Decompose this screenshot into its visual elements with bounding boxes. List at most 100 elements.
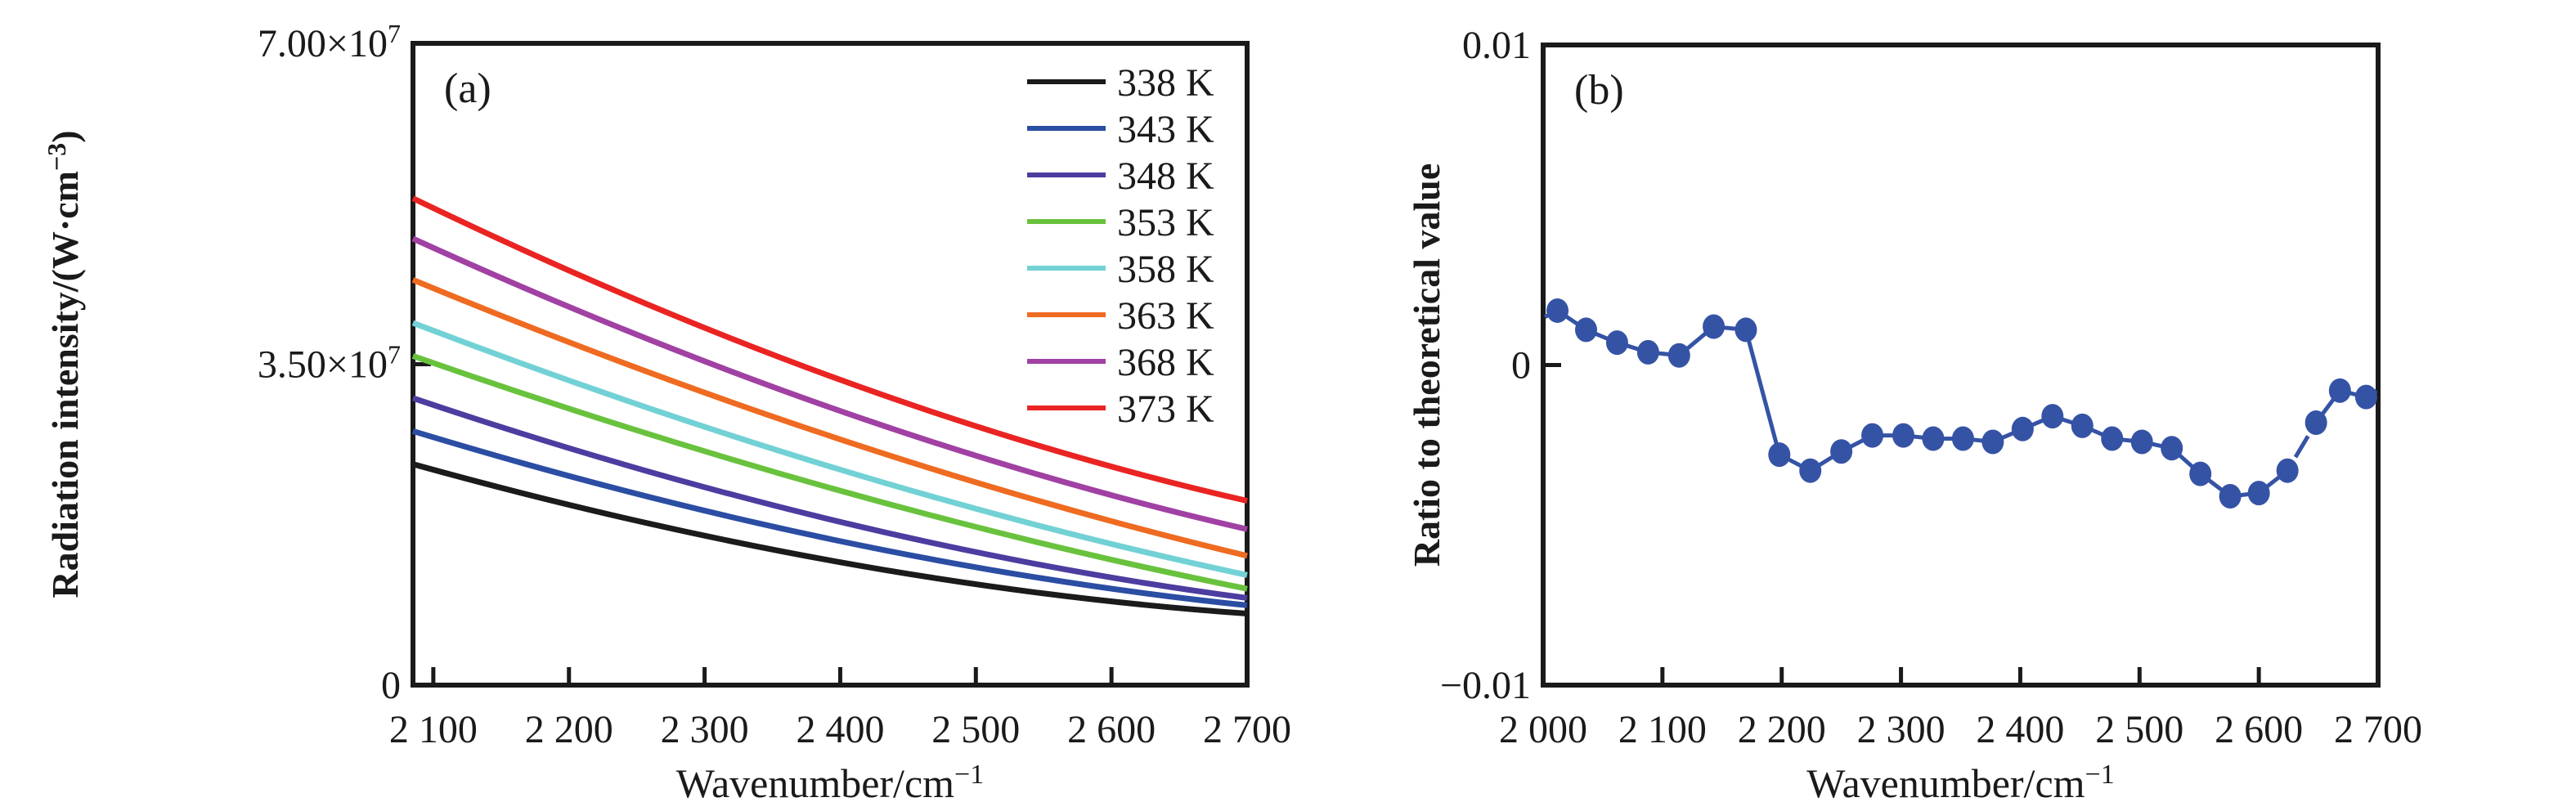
x-tick-label-a: 2 500 — [931, 708, 1020, 751]
x-tick-label-b: 2 400 — [1976, 708, 2064, 751]
y-tick-label-b: 0 — [1511, 344, 1531, 388]
y-tick-label-b: −0.01 — [1440, 664, 1531, 707]
y-axis-title-b: Ratio to theoretical value — [1406, 164, 1447, 567]
x-tick-label-a: 2 100 — [389, 708, 478, 751]
legend-label: 373 K — [1117, 388, 1214, 431]
y-tick-label-a: 7.00×107 — [258, 19, 401, 65]
data-point — [2247, 481, 2270, 506]
connector-dash — [2091, 428, 2103, 437]
connector-dash — [2178, 454, 2194, 468]
data-point — [2071, 413, 2094, 438]
curve-368K — [411, 235, 1248, 532]
data-point — [2101, 426, 2124, 451]
connector-dash — [2152, 441, 2162, 449]
legend-label: 348 K — [1117, 155, 1214, 198]
data-point — [2130, 429, 2153, 455]
x-tick-label-b: 2 700 — [2334, 708, 2422, 751]
connector-dash — [2062, 417, 2073, 425]
y-tick-label-b: 0.01 — [1462, 24, 1531, 67]
connector-dash — [1658, 351, 1669, 356]
legend-item-358K: 358 K — [1027, 248, 1214, 291]
y-tick-label-a: 3.50×107 — [258, 340, 401, 387]
curve-358K — [411, 320, 1248, 578]
connector-dash — [2320, 397, 2336, 416]
panel-label-b: (b) — [1574, 67, 1624, 114]
x-tick-label-b: 2 300 — [1857, 708, 1945, 751]
connector-dash — [1788, 457, 1802, 468]
y-axis-title-a: Radiation intensity/(W·cm−3) — [42, 130, 86, 598]
connector-dash — [2207, 478, 2224, 492]
connector-dash — [1972, 437, 1983, 443]
data-point — [1703, 314, 1726, 339]
data-point — [1768, 442, 1791, 468]
legend-item-368K: 368 K — [1027, 341, 1214, 384]
legend-item-343K: 343 K — [1027, 108, 1214, 151]
legend-label: 363 K — [1117, 294, 1214, 338]
data-point — [1830, 439, 1853, 464]
data-point — [2354, 384, 2377, 410]
connector-dash — [2239, 491, 2250, 498]
legend-label: 353 K — [1117, 201, 1214, 244]
x-tick-label-a: 2 600 — [1067, 708, 1156, 751]
curve-373K — [411, 195, 1248, 504]
data-point — [2304, 410, 2327, 435]
x-tick-label-b: 2 500 — [2095, 708, 2183, 751]
curve-343K — [411, 428, 1248, 608]
legend-label: 343 K — [1117, 108, 1214, 151]
panel-b-chart: 2 000 2 100 2 200 2 300 2 400 2 500 2 600 2 700… — [1406, 24, 2422, 806]
x-tick-label-a: 2 300 — [661, 708, 749, 751]
data-point — [2276, 458, 2299, 483]
connector-dash — [2031, 418, 2044, 427]
legend-item-353K: 353 K — [1027, 201, 1214, 244]
connector-dash — [1850, 438, 1865, 449]
data-point — [1922, 426, 1945, 451]
connector-dash — [1627, 343, 1639, 352]
data-point — [1575, 317, 1598, 343]
connector-dash — [1595, 332, 1609, 341]
data-point — [1799, 458, 1822, 483]
data-point — [2161, 436, 2183, 461]
connector-dash — [1818, 455, 1833, 467]
connector-dash — [1685, 331, 1708, 351]
data-point — [2328, 378, 2351, 403]
curve-338K — [412, 461, 1248, 617]
x-tick-label-b: 2 000 — [1499, 708, 1587, 751]
data-point — [1667, 343, 1690, 368]
connector-line — [1744, 329, 1782, 455]
data-point — [1861, 423, 1884, 448]
data-point — [2041, 404, 2064, 429]
data-point — [1951, 426, 1974, 451]
x-tick-label-a: 2 700 — [1203, 708, 1291, 751]
connector-dash — [1724, 325, 1736, 331]
data-point — [1605, 330, 1628, 356]
data-point — [1546, 298, 1569, 323]
data-point — [2219, 484, 2242, 509]
legend-item-338K: 338 K — [1027, 61, 1214, 105]
x-tick-label-a: 2 200 — [525, 708, 613, 751]
connector-dash — [2121, 437, 2133, 443]
x-axis-title-a: Wavenumber/cm−1 — [676, 759, 984, 806]
connector-dash — [1564, 315, 1579, 326]
curve-353K — [411, 353, 1248, 592]
x-axis-title-b: Wavenumber/cm−1 — [1806, 759, 2114, 806]
connector-dash — [2265, 475, 2281, 489]
data-point — [1735, 317, 1757, 343]
legend-label: 368 K — [1117, 341, 1214, 384]
legend-item-348K: 348 K — [1027, 155, 1214, 198]
x-tick-label-a: 2 400 — [796, 708, 884, 751]
y-tick-label-a: 0 — [381, 664, 401, 707]
data-point — [1981, 429, 2004, 455]
x-tick-label-b: 2 600 — [2215, 708, 2303, 751]
legend-item-373K: 373 K — [1027, 388, 1214, 431]
x-tick-label-b: 2 200 — [1738, 708, 1826, 751]
plot-border-b — [1541, 43, 2381, 688]
connector-dash — [2001, 431, 2014, 440]
curve-363K — [411, 277, 1248, 559]
curve-348K — [411, 395, 1248, 601]
data-point — [1892, 423, 1914, 448]
data-point — [2189, 461, 2212, 486]
plot-border-a — [411, 41, 1250, 688]
